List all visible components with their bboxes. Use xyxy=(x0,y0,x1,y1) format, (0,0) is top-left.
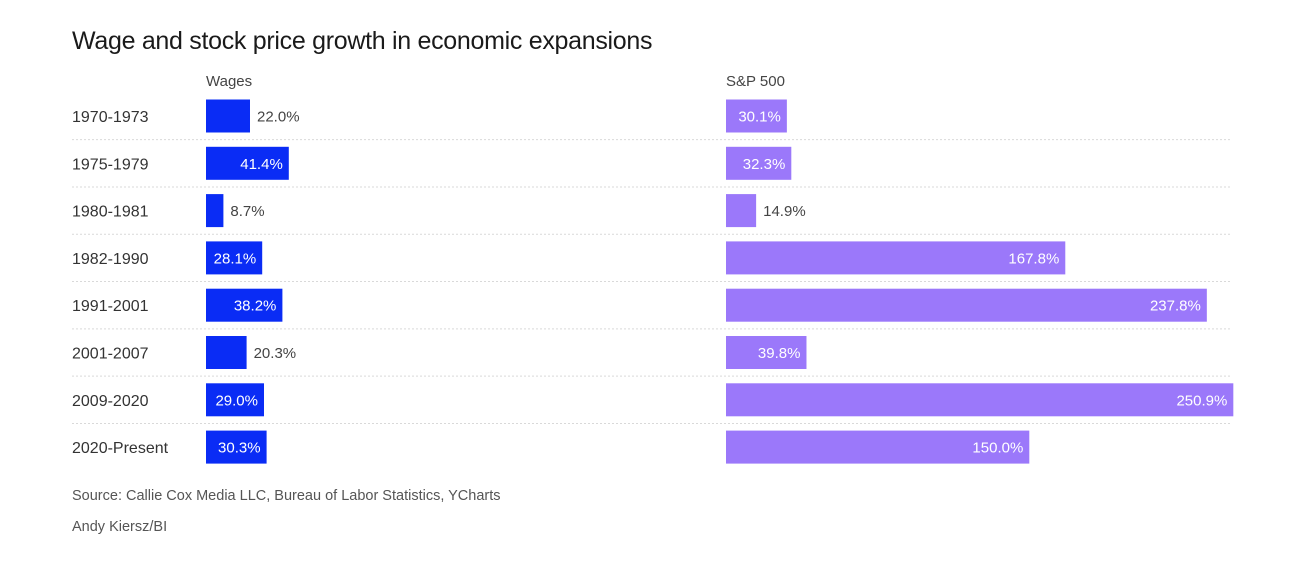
sp500-data-label-3: 167.8% xyxy=(1008,250,1059,267)
sp500-column-header: S&P 500 xyxy=(726,73,785,90)
sp500-bar-5 xyxy=(726,336,807,369)
wages-data-label-2: 8.7% xyxy=(230,203,264,220)
sp500-data-label-5: 39.8% xyxy=(758,345,801,362)
category-label-0: 1970-1973 xyxy=(72,109,149,126)
wages-data-label-3: 28.1% xyxy=(214,250,257,267)
credit-note: Andy Kiersz/BI xyxy=(72,519,168,535)
wages-data-label-7: 30.3% xyxy=(218,440,261,457)
category-label-7: 2020-Present xyxy=(72,440,169,457)
sp500-bar-2 xyxy=(726,194,757,228)
wages-bar-3 xyxy=(206,241,263,275)
sp500-data-label-1: 32.3% xyxy=(743,156,786,173)
sp500-bar-6 xyxy=(726,383,1234,417)
wages-column-header: Wages xyxy=(206,73,253,90)
wages-bar-0 xyxy=(206,99,250,133)
wages-bar-7 xyxy=(206,430,267,464)
wages-bar-1 xyxy=(206,146,289,180)
sp500-data-label-2: 14.9% xyxy=(763,203,806,220)
wages-data-label-6: 29.0% xyxy=(215,392,258,409)
sp500-data-label-4: 237.8% xyxy=(1150,298,1201,315)
category-label-6: 2009-2020 xyxy=(72,393,149,410)
chart-title: Wage and stock price growth in economic … xyxy=(72,27,653,55)
sp500-bar-0 xyxy=(726,99,787,133)
sp500-bar-4 xyxy=(726,288,1207,322)
wages-data-label-5: 20.3% xyxy=(254,345,297,362)
wages-bar-5 xyxy=(206,336,247,369)
sp500-data-label-7: 150.0% xyxy=(972,440,1023,457)
category-label-5: 2001-2007 xyxy=(72,346,149,363)
sp500-bar-7 xyxy=(726,430,1030,464)
category-label-2: 1980-1981 xyxy=(72,204,149,221)
sp500-data-label-0: 30.1% xyxy=(738,109,781,126)
wages-data-label-1: 41.4% xyxy=(240,156,283,173)
wages-data-label-0: 22.0% xyxy=(257,109,300,126)
wages-bar-4 xyxy=(206,288,283,322)
wages-bar-6 xyxy=(206,383,264,417)
sp500-data-label-6: 250.9% xyxy=(1176,392,1227,409)
source-note: Source: Callie Cox Media LLC, Bureau of … xyxy=(72,488,501,504)
wages-bar-2 xyxy=(206,194,224,228)
category-label-4: 1991-2001 xyxy=(72,298,149,315)
category-label-3: 1982-1990 xyxy=(72,251,149,268)
wages-data-label-4: 38.2% xyxy=(234,298,277,315)
sp500-bar-3 xyxy=(726,241,1066,275)
category-label-1: 1975-1979 xyxy=(72,156,149,173)
sp500-bar-1 xyxy=(726,146,792,180)
